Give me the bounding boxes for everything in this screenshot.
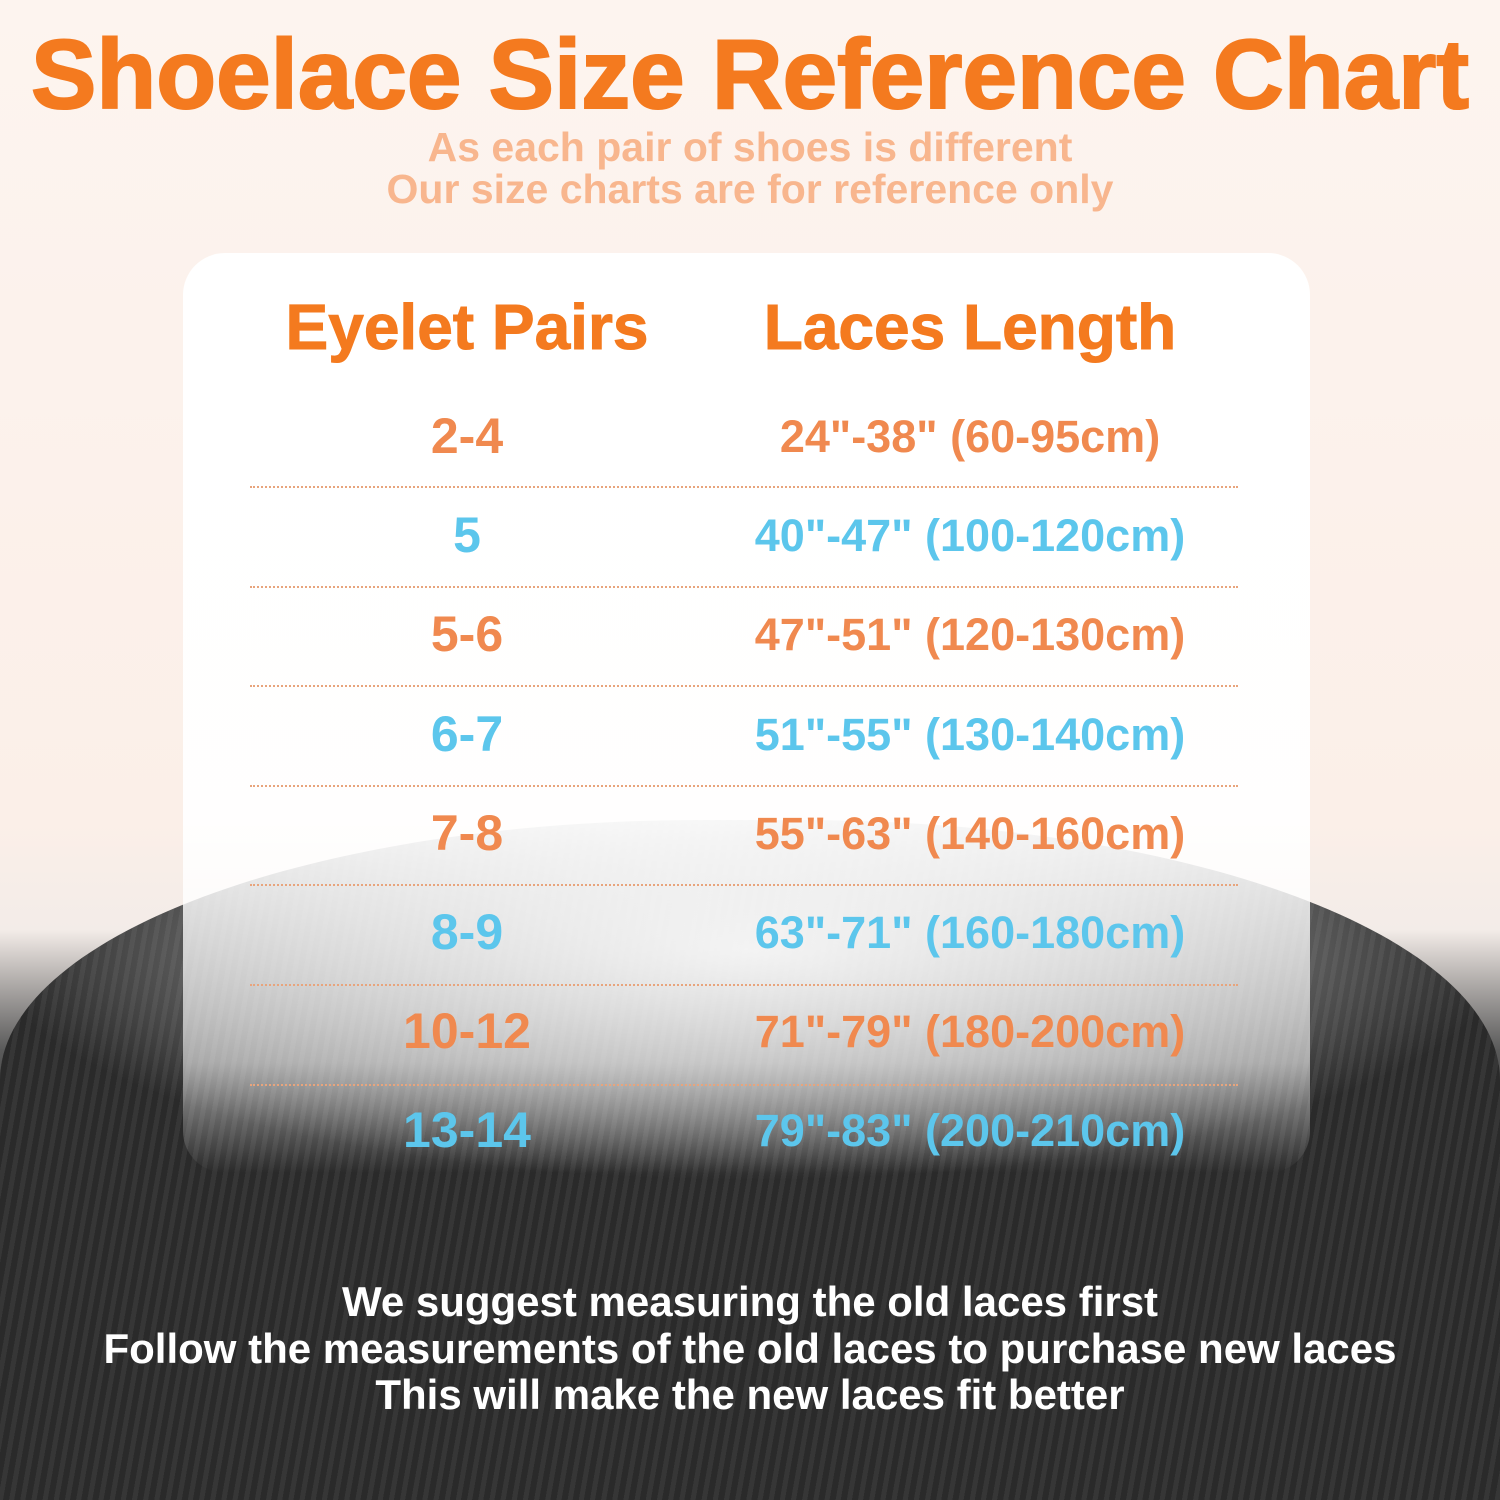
header-laces-length: Laces Length (763, 291, 1177, 364)
row-divider (250, 585, 1238, 588)
table-row: 2-4 24"-38" (60-95cm) (0, 407, 1500, 506)
header-eyelet-pairs: Eyelet Pairs (285, 291, 649, 364)
row-divider (250, 884, 1238, 887)
table-row: 5-6 47"-51" (120-130cm) (0, 605, 1500, 704)
row-divider (250, 1083, 1238, 1086)
laces-length-cell: 55"-63" (140-160cm) (754, 807, 1186, 859)
footer-line-2: Follow the measurements of the old laces… (103, 1325, 1397, 1372)
page-title: Shoelace Size Reference Chart (30, 18, 1470, 130)
eyelet-pairs-cell: 5 (453, 507, 481, 564)
table-row: 8-9 63"-71" (160-180cm) (0, 903, 1500, 1002)
table-row: 10-12 71"-79" (180-200cm) (0, 1002, 1500, 1101)
laces-length-cell: 71"-79" (180-200cm) (754, 1006, 1186, 1058)
laces-length-cell: 40"-47" (100-120cm) (754, 510, 1186, 562)
footer-line-1: We suggest measuring the old laces first (341, 1278, 1159, 1325)
laces-length-cell: 24"-38" (60-95cm) (779, 411, 1161, 462)
eyelet-pairs-cell: 7-8 (430, 804, 504, 861)
row-divider (250, 486, 1238, 488)
row-divider (250, 984, 1238, 986)
eyelet-pairs-cell: 8-9 (430, 904, 504, 960)
eyelet-pairs-cell: 6-7 (430, 705, 504, 762)
table-row: 13-14 79"-83" (200-210cm) (0, 1101, 1500, 1200)
laces-length-cell: 51"-55" (130-140cm) (754, 708, 1186, 760)
laces-length-cell: 63"-71" (160-180cm) (754, 907, 1186, 958)
table-row: 6-7 51"-55" (130-140cm) (0, 705, 1500, 804)
subtitle-line-1: As each pair of shoes is different (427, 124, 1073, 170)
table-row: 7-8 55"-63" (140-160cm) (0, 804, 1500, 903)
footer-line-3: This will make the new laces fit better (375, 1371, 1125, 1418)
eyelet-pairs-cell: 10-12 (403, 1003, 531, 1060)
row-divider (250, 784, 1238, 787)
laces-length-cell: 79"-83" (200-210cm) (754, 1105, 1186, 1157)
row-divider (250, 685, 1238, 688)
table-row: 5 40"-47" (100-120cm) (0, 506, 1500, 605)
size-table-card (183, 253, 1310, 1173)
subtitle-line-2: Our size charts are for reference only (386, 166, 1114, 212)
laces-length-cell: 47"-51" (120-130cm) (754, 609, 1186, 661)
eyelet-pairs-cell: 5-6 (430, 606, 504, 663)
eyelet-pairs-cell: 13-14 (403, 1102, 531, 1159)
eyelet-pairs-cell: 2-4 (430, 408, 504, 464)
